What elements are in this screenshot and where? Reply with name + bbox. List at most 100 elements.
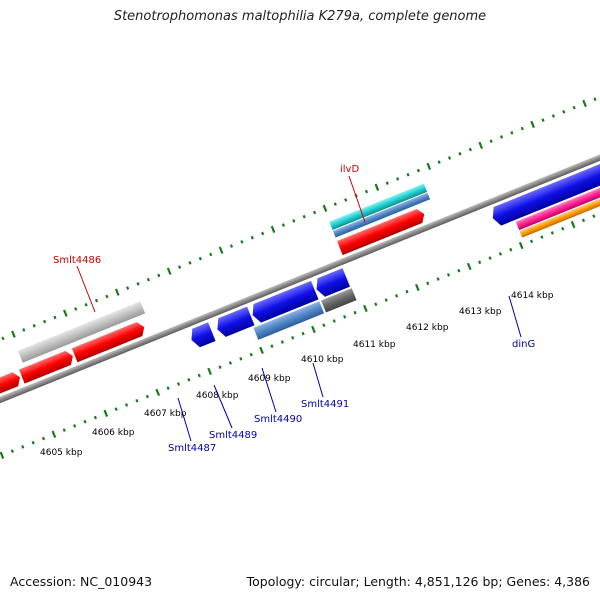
feature-steelblue-ilvd[interactable] xyxy=(332,192,431,238)
minor-tick xyxy=(126,286,130,290)
cds-reverse-smlt4489a[interactable] xyxy=(214,306,255,339)
gene-label-smlt4491[interactable]: Smlt4491 xyxy=(301,399,349,410)
outer-tick-row xyxy=(1,97,597,341)
major-tick xyxy=(166,267,172,275)
gene-label-smlt4489[interactable]: Smlt4489 xyxy=(209,430,257,441)
minor-tick xyxy=(228,361,232,365)
minor-tick xyxy=(353,310,357,315)
leader-ilvd xyxy=(348,175,366,223)
minor-tick xyxy=(261,231,265,236)
minor-tick xyxy=(281,223,285,227)
minor-tick xyxy=(446,273,451,277)
cds-forward-ilvd[interactable] xyxy=(337,207,427,256)
major-tick xyxy=(311,325,316,334)
minor-tick xyxy=(488,256,492,260)
cds-reverse-smlt4491[interactable] xyxy=(313,268,351,299)
major-tick xyxy=(570,220,576,229)
scale-label: 4605 kbp xyxy=(40,448,83,458)
minor-tick xyxy=(240,240,244,244)
minor-tick xyxy=(344,198,348,202)
cds-reverse-ding[interactable] xyxy=(489,162,600,228)
scale-label: 4607 kbp xyxy=(144,409,187,419)
minor-tick xyxy=(187,377,191,382)
minor-tick xyxy=(146,277,151,282)
major-tick xyxy=(155,388,161,397)
minor-tick xyxy=(312,210,317,215)
feature-steelblue-smlt4490[interactable] xyxy=(253,301,325,340)
minor-tick xyxy=(364,189,369,194)
minor-tick xyxy=(73,424,77,428)
feature-orange-ding[interactable] xyxy=(519,192,600,238)
minor-tick xyxy=(250,235,254,240)
major-tick xyxy=(103,409,109,417)
minor-tick xyxy=(416,168,420,173)
minor-tick xyxy=(177,265,182,269)
major-tick xyxy=(114,288,120,296)
scale-label: 4610 kbp xyxy=(301,355,344,365)
minor-tick xyxy=(41,436,46,441)
accession-label: Accession: NC_010943 xyxy=(10,574,153,589)
minor-tick xyxy=(292,219,296,223)
minor-tick xyxy=(84,303,88,307)
minor-tick xyxy=(322,323,326,328)
gene-label-smlt4487[interactable]: Smlt4487 xyxy=(168,443,216,454)
gene-label-ding[interactable]: dinG xyxy=(512,339,535,350)
minor-tick xyxy=(301,331,305,336)
minor-tick xyxy=(22,328,26,332)
major-tick xyxy=(530,120,535,129)
major-tick xyxy=(478,141,484,150)
minor-tick xyxy=(529,239,534,244)
forward-strand-features xyxy=(0,183,431,406)
feature-dark-smlt4491[interactable] xyxy=(321,288,357,313)
minor-tick xyxy=(520,126,524,131)
minor-tick xyxy=(593,97,597,102)
minor-tick xyxy=(551,114,555,118)
minor-tick xyxy=(157,273,161,278)
scale-label: 4613 kbp xyxy=(459,307,502,317)
cds-forward-3[interactable] xyxy=(71,320,147,363)
scale-label: 4614 kbp xyxy=(511,291,554,301)
cds-reverse-smlt4487[interactable] xyxy=(188,322,216,349)
major-tick xyxy=(415,283,420,292)
cds-forward-1[interactable] xyxy=(0,370,23,406)
minor-tick xyxy=(42,319,47,324)
major-tick xyxy=(207,367,212,376)
minor-tick xyxy=(510,130,514,135)
major-tick xyxy=(218,246,224,254)
minor-tick xyxy=(136,282,140,286)
minor-tick xyxy=(302,214,306,219)
gene-label-ilvd[interactable]: ilvD xyxy=(340,164,359,175)
cds-forward-2[interactable] xyxy=(19,349,76,384)
minor-tick xyxy=(437,160,441,164)
gene-label-smlt4490[interactable]: Smlt4490 xyxy=(254,414,302,425)
leader-smlt4487 xyxy=(177,397,192,442)
major-tick xyxy=(270,225,276,233)
minor-tick xyxy=(197,373,201,378)
major-tick xyxy=(374,183,380,191)
major-tick xyxy=(51,430,57,438)
label-leader-lines xyxy=(76,175,522,442)
minor-tick xyxy=(384,298,388,302)
minor-tick xyxy=(10,449,14,453)
minor-tick xyxy=(385,181,389,185)
minor-tick xyxy=(406,172,410,177)
minor-tick xyxy=(541,118,545,123)
feature-cyan-ilvd[interactable] xyxy=(329,183,428,231)
minor-tick xyxy=(249,352,253,357)
minor-tick xyxy=(478,260,482,265)
minor-tick xyxy=(32,323,36,328)
feature-magenta-ding[interactable] xyxy=(515,183,600,231)
minor-tick xyxy=(550,231,554,235)
minor-tick xyxy=(499,135,504,139)
minor-tick xyxy=(458,151,462,156)
major-tick xyxy=(259,346,264,355)
minor-tick xyxy=(145,394,149,399)
cds-reverse-smlt4489b[interactable] xyxy=(249,280,319,325)
minor-tick xyxy=(21,445,25,449)
minor-tick xyxy=(62,428,66,432)
minor-tick xyxy=(124,403,129,407)
feature-gray-smlt4486[interactable] xyxy=(17,301,146,363)
gene-label-smlt4486[interactable]: Smlt4486 xyxy=(53,255,101,266)
minor-tick xyxy=(218,365,222,369)
